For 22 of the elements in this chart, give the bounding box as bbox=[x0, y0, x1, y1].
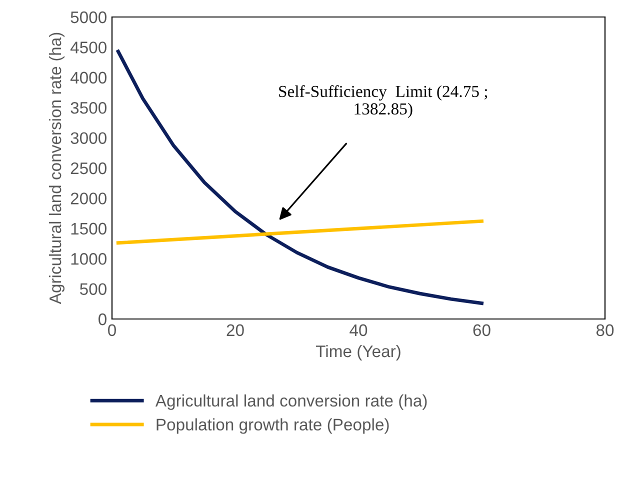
y-tick-label: 3000 bbox=[70, 132, 106, 144]
x-tick-label: 80 bbox=[596, 324, 614, 336]
y-tick-label: 2500 bbox=[70, 162, 106, 174]
x-tick-label: 60 bbox=[473, 324, 490, 336]
legend-label: Population growth rate (People) bbox=[156, 418, 389, 434]
y-tick-label: 0 bbox=[98, 313, 106, 326]
x-tick-label: 0 bbox=[108, 324, 116, 336]
y-tick-label: 2000 bbox=[70, 192, 106, 204]
y-tick-label: 3500 bbox=[70, 102, 106, 114]
y-axis-title: Agricultural land conversion rate (ha) bbox=[48, 32, 65, 304]
y-tick-label: 4000 bbox=[70, 72, 106, 84]
y-tick-label: 1500 bbox=[71, 222, 106, 235]
x-tick-label: 40 bbox=[350, 324, 368, 336]
legend-label: Agricultural land conversion rate (ha) bbox=[155, 394, 427, 410]
x-axis-title: Time (Year) bbox=[316, 344, 400, 360]
annotation: Self-Sufficiency Limit (24.75 ; 1382.85) bbox=[279, 85, 488, 118]
x-tick-label: 20 bbox=[226, 324, 244, 336]
line-series bbox=[116, 50, 484, 306]
y-tick-label: 1000 bbox=[71, 253, 106, 265]
y-tick-label: 5000 bbox=[70, 11, 106, 24]
y-tick-label: 500 bbox=[80, 283, 106, 296]
y-tick-label: 4500 bbox=[70, 42, 106, 54]
